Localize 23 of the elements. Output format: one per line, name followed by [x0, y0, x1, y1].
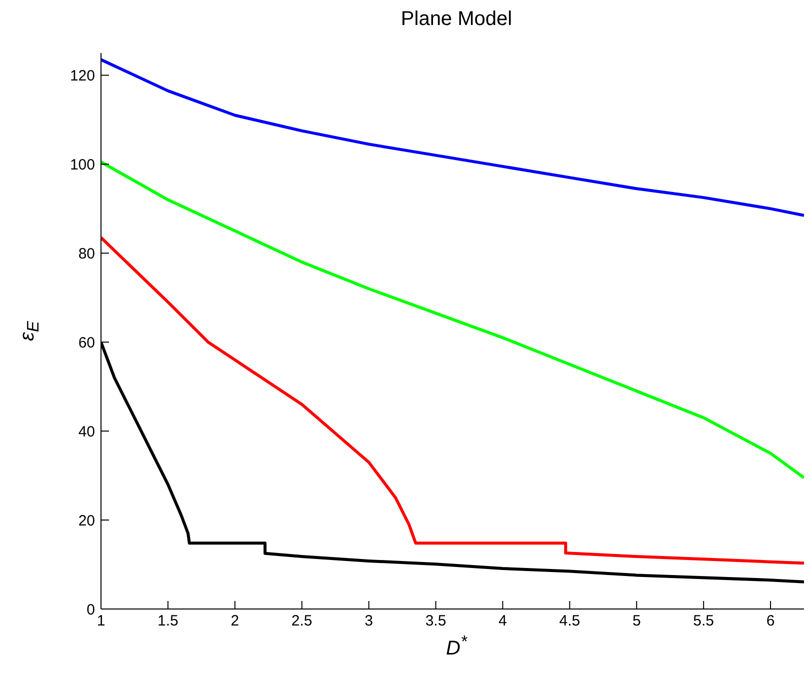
- x-tick-label: 1.5: [158, 612, 178, 630]
- y-tick-label: 120: [70, 68, 95, 85]
- x-tick-label: 2.5: [291, 612, 312, 630]
- line-series: [101, 160, 804, 480]
- x-tick-label: 6: [766, 612, 775, 630]
- x-tick-label: 4.5: [559, 612, 580, 630]
- x-axis-title: D$^{*}$: [445, 632, 468, 661]
- y-tick-label: 60: [78, 334, 95, 352]
- x-tick-label: 2: [230, 612, 240, 630]
- y-tick-label: 20: [78, 512, 95, 530]
- chart-title: Plane Model: [400, 8, 514, 31]
- y-tick-label: 80: [78, 245, 95, 262]
- x-tick-label: 3: [364, 612, 373, 630]
- line-series: [101, 236, 804, 565]
- x-tick-label: 4: [498, 612, 507, 630]
- y-tick-label: 0: [86, 601, 95, 618]
- x-tick-label: 1: [96, 612, 106, 630]
- y-tick-label: 40: [78, 423, 95, 440]
- line-series: [101, 58, 804, 217]
- x-tick-label: 5.5: [693, 612, 714, 630]
- x-tick-label: 3.5: [425, 612, 446, 630]
- x-tick-label: 5: [632, 612, 641, 630]
- y-tick-label: 100: [70, 156, 95, 174]
